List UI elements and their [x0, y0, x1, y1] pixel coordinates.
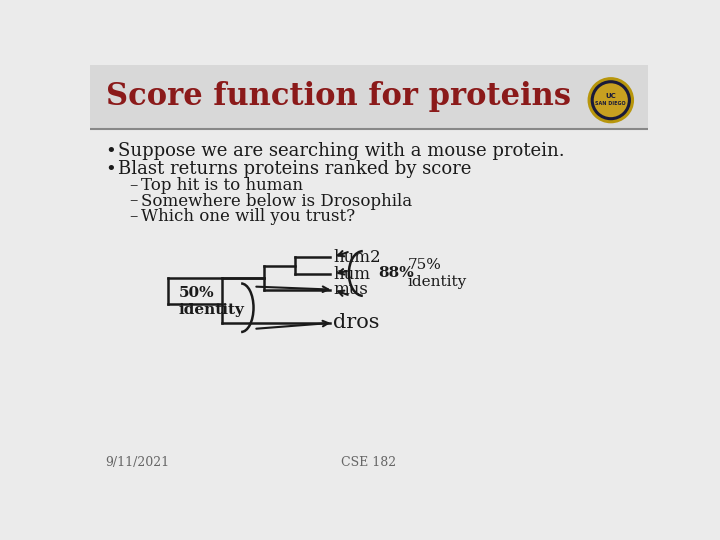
Bar: [90, 65, 648, 128]
Text: Blast returns proteins ranked by score: Blast returns proteins ranked by score: [118, 160, 472, 178]
Text: UC: UC: [606, 92, 616, 99]
Circle shape: [588, 77, 634, 123]
Circle shape: [594, 83, 628, 117]
Text: •: •: [106, 160, 116, 178]
Text: Top hit is to human: Top hit is to human: [141, 177, 303, 194]
Text: 9/11/2021: 9/11/2021: [106, 456, 170, 469]
Text: –: –: [129, 177, 137, 194]
Text: –: –: [129, 193, 137, 210]
Text: Suppose we are searching with a mouse protein.: Suppose we are searching with a mouse pr…: [118, 142, 564, 160]
Text: hum2: hum2: [333, 249, 381, 266]
Text: –: –: [129, 208, 137, 225]
Text: 88%: 88%: [378, 266, 414, 280]
Text: mus: mus: [333, 281, 368, 298]
Text: •: •: [106, 142, 116, 160]
Text: dros: dros: [333, 313, 380, 332]
Text: Score function for proteins: Score function for proteins: [106, 81, 570, 112]
Text: Which one will you trust?: Which one will you trust?: [141, 208, 355, 225]
Text: 50%
identity: 50% identity: [179, 287, 244, 316]
Text: Somewhere below is Drosophila: Somewhere below is Drosophila: [141, 193, 413, 210]
Text: 75%
identity: 75% identity: [408, 258, 467, 288]
Text: hum: hum: [333, 266, 370, 283]
Text: SAN DIEGO: SAN DIEGO: [595, 101, 626, 106]
Circle shape: [590, 80, 631, 120]
Text: CSE 182: CSE 182: [341, 456, 397, 469]
